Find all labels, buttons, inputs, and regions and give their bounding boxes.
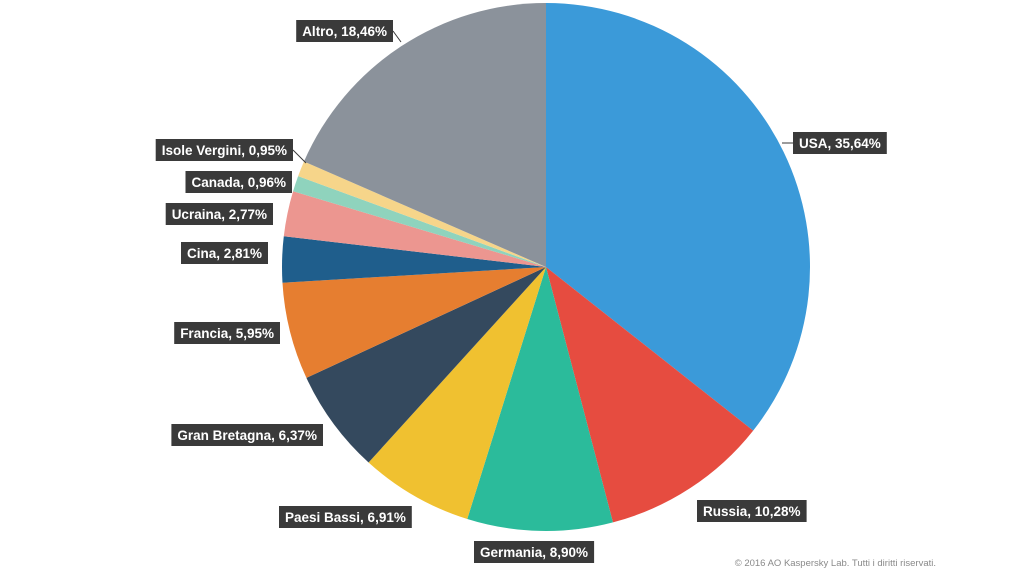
pie-slice-usa [546,3,811,431]
pie-slice-gran-bretagna [306,267,546,463]
slice-label-ucraina: Ucraina, 2,77% [165,203,273,225]
label-text: Ucraina, 2,77% [172,207,267,222]
label-box [474,541,595,563]
label-text: Germania, 8,90% [480,545,588,560]
pie-slice-altro [303,3,546,267]
slice-label-altro: Altro, 18,46% [296,20,393,42]
label-text: Paesi Bassi, 6,91% [285,510,406,525]
pie-slice-germania [467,267,613,532]
label-text: Canada, 0,96% [192,175,287,190]
label-box [155,139,293,161]
label-box [296,20,393,42]
label-text: Russia, 10,28% [703,504,801,519]
pie-slice-paesi-bassi [368,267,546,519]
label-box [185,171,292,193]
label-box [174,322,280,344]
pie-slice-cina [281,236,546,283]
slice-label-canada: Canada, 0,96% [185,171,292,193]
leader-line-isole-vergini [292,149,307,164]
slice-label-germania: Germania, 8,90% [474,541,595,563]
slice-label-cina: Cina, 2,81% [181,242,268,264]
label-text: Francia, 5,95% [180,326,274,341]
slice-label-russia: Russia, 10,28% [697,500,807,522]
label-box [279,506,412,528]
label-text: Isole Vergini, 0,95% [162,143,287,158]
label-box [793,132,887,154]
label-leaders [292,30,793,164]
pie-slice-russia [546,267,754,523]
label-box [171,424,323,446]
pie-slice-isole-vergini [298,161,546,267]
label-box [181,242,268,264]
label-text: Cina, 2,81% [187,246,262,261]
leader-line-altro [392,30,402,43]
label-box [165,203,273,225]
slice-label-gran-bretagna: Gran Bretagna, 6,37% [171,424,323,446]
label-box [697,500,807,522]
pie-slice-canada [293,176,546,267]
label-text: USA, 35,64% [799,136,881,151]
slice-label-francia: Francia, 5,95% [174,322,280,344]
pie-slice-ucraina [283,191,546,267]
slice-label-isole-vergini: Isole Vergini, 0,95% [155,139,293,161]
label-text: Gran Bretagna, 6,37% [177,428,317,443]
slice-labels: USA, 35,64% Russia, 10,28% Germania, 8,90%… [155,20,887,563]
slice-label-usa: USA, 35,64% [793,132,887,154]
pie-slices [281,3,811,532]
pie-slice-francia [282,267,546,378]
label-text: Altro, 18,46% [302,24,387,39]
copyright-notice: © 2016 AO Kaspersky Lab. Tutti i diritti… [734,558,936,569]
slice-label-paesi-bassi: Paesi Bassi, 6,91% [279,506,412,528]
